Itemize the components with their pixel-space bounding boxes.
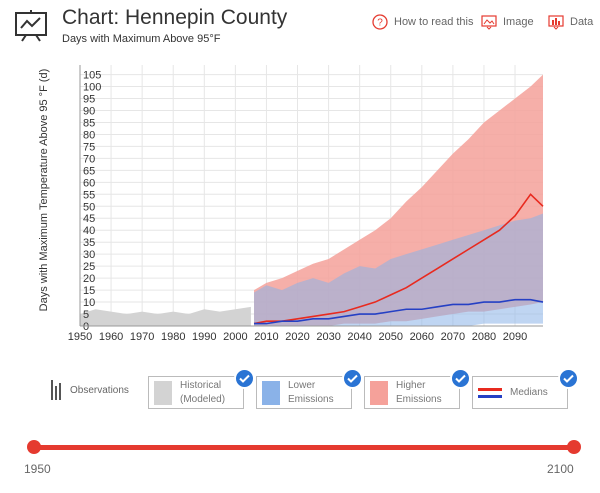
medians-label: Medians — [510, 386, 548, 398]
x-tick-label: 1980 — [161, 331, 185, 343]
y-tick-label: 20 — [83, 273, 95, 285]
how-to-read-label: How to read this — [394, 16, 474, 28]
y-tick-label: 80 — [83, 129, 95, 141]
observations-icon — [51, 380, 61, 400]
y-tick-label: 90 — [83, 105, 95, 117]
check-icon — [342, 368, 363, 389]
higher-label-2: Emissions — [396, 393, 442, 405]
page-title: Chart: Hennepin County — [62, 6, 288, 29]
y-tick-label: 0 — [83, 321, 89, 333]
svg-text:?: ? — [377, 18, 383, 29]
image-download-button[interactable]: Image — [481, 14, 534, 30]
slider-track — [34, 445, 574, 450]
how-to-read-button[interactable]: ? How to read this — [372, 14, 473, 30]
y-axis-label: Days with Maximum Temperature Above 95 °… — [38, 69, 50, 312]
slider-handle-start[interactable] — [27, 440, 41, 454]
observations-toggle[interactable]: Observations — [48, 378, 129, 402]
data-download-button[interactable]: Data — [548, 14, 593, 30]
medians-swatch — [478, 387, 502, 398]
data-icon — [548, 15, 564, 30]
y-tick-label: 35 — [83, 237, 95, 249]
legend-historical[interactable]: Historical (Modeled) — [148, 368, 255, 409]
axes: 0510152025303540455055606570758085909510… — [68, 65, 543, 343]
y-tick-label: 60 — [83, 177, 95, 189]
data-label: Data — [570, 16, 594, 28]
lower-label-2: Emissions — [288, 393, 334, 405]
y-tick-label: 55 — [83, 189, 95, 201]
x-tick-label: 2020 — [285, 331, 309, 343]
check-icon — [234, 368, 255, 389]
slider-min-label: 1950 — [24, 462, 51, 476]
higher-label-1: Higher — [396, 379, 426, 391]
slider-max-label: 2100 — [547, 462, 574, 476]
lower-label-1: Lower — [288, 379, 316, 391]
series-layer — [80, 74, 544, 327]
y-tick-label: 95 — [83, 94, 95, 106]
y-tick-label: 25 — [83, 261, 95, 273]
lower-emissions-band — [254, 213, 543, 326]
page-subtitle: Days with Maximum Above 95°F — [62, 33, 221, 45]
x-tick-label: 1970 — [130, 331, 154, 343]
higher-swatch — [370, 380, 388, 405]
legend-lower-emissions[interactable]: Lower Emissions — [256, 368, 363, 409]
x-tick-label: 1960 — [99, 331, 123, 343]
y-tick-label: 50 — [83, 201, 95, 213]
x-tick-label: 2000 — [223, 331, 247, 343]
y-tick-label: 10 — [83, 297, 95, 309]
lower-swatch — [262, 380, 280, 405]
check-icon — [450, 368, 471, 389]
slider-handle-end[interactable] — [567, 440, 581, 454]
year-range-slider[interactable] — [27, 440, 581, 454]
legend: Observations Historical (Modeled) Lower … — [0, 368, 600, 422]
x-tick-label: 2070 — [441, 331, 465, 343]
y-tick-label: 100 — [83, 82, 101, 94]
x-tick-label: 2050 — [378, 331, 402, 343]
x-tick-label: 2090 — [503, 331, 527, 343]
y-tick-label: 65 — [83, 165, 95, 177]
y-tick-label: 5 — [83, 309, 89, 321]
y-tick-label: 15 — [83, 285, 95, 297]
historical-label-1: Historical — [180, 379, 222, 391]
x-tick-label: 2080 — [472, 331, 496, 343]
x-tick-label: 2010 — [254, 331, 278, 343]
y-tick-label: 85 — [83, 117, 95, 129]
lower-median-line — [254, 298, 544, 325]
x-tick-label: 2030 — [316, 331, 340, 343]
y-tick-label: 45 — [83, 213, 95, 225]
check-icon — [558, 368, 579, 389]
y-tick-label: 30 — [83, 249, 95, 261]
x-tick-label: 2040 — [347, 331, 371, 343]
image-label: Image — [503, 16, 534, 28]
legend-medians[interactable]: Medians — [472, 368, 579, 409]
y-tick-label: 105 — [83, 70, 101, 82]
x-tick-label: 2060 — [410, 331, 434, 343]
historical-swatch — [154, 380, 172, 405]
historical-band — [80, 306, 251, 326]
x-tick-label: 1950 — [68, 331, 92, 343]
image-icon — [481, 15, 497, 30]
higher-median-line — [253, 193, 544, 325]
x-tick-label: 1990 — [192, 331, 216, 343]
y-tick-label: 70 — [83, 153, 95, 165]
historical-label-2: (Modeled) — [180, 393, 226, 405]
help-icon: ? — [372, 14, 388, 30]
chart-icon — [15, 10, 47, 42]
y-tick-label: 75 — [83, 141, 95, 153]
observations-label: Observations — [70, 384, 129, 396]
y-tick-label: 40 — [83, 225, 95, 237]
chart-area: 0510152025303540455055606570758085909510… — [38, 65, 544, 343]
legend-higher-emissions[interactable]: Higher Emissions — [364, 368, 471, 409]
